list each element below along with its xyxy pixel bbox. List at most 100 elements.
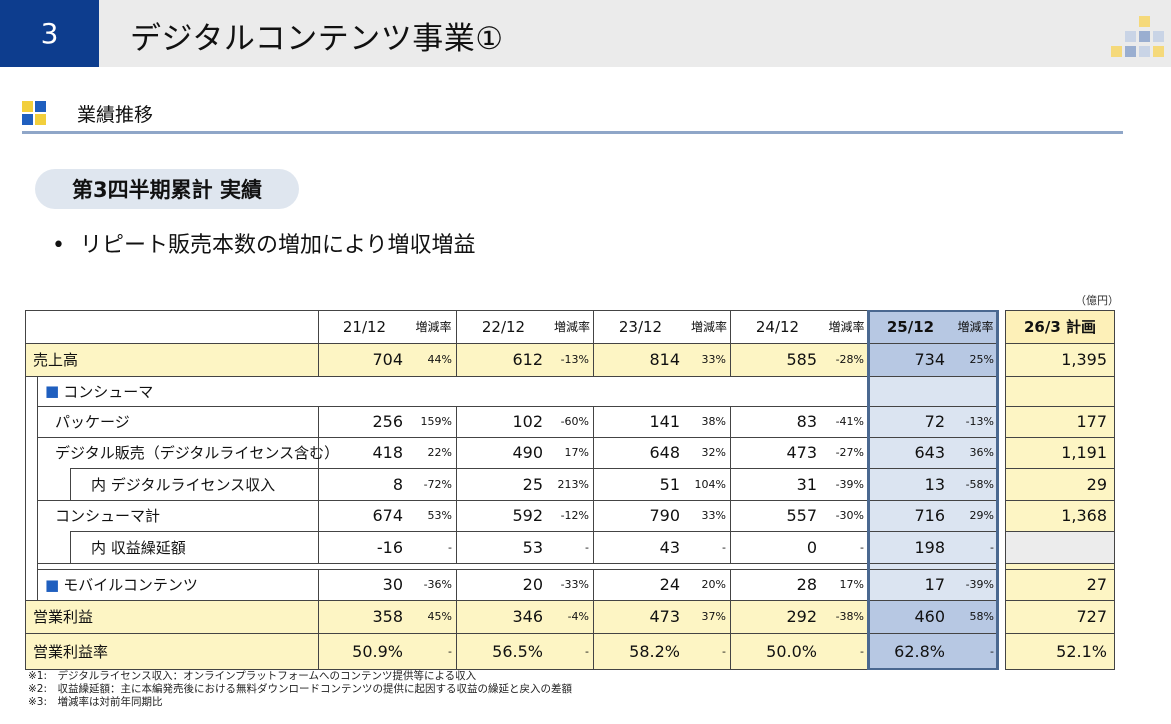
cell-package-21-12-rate: 159% (420, 415, 452, 428)
cell-deferred-revenue-25-12: 198 (914, 537, 945, 557)
row-label-digital-sales: デジタル販売（デジタルライセンス含む） (55, 444, 340, 462)
cell-operating-margin-21-12-rate: - (448, 645, 452, 658)
cell-package-23-12-rate: 38% (701, 415, 726, 428)
cell-mobile-content-24-12: 28 (796, 575, 817, 594)
cell-digital-sales-23-12: 648 (649, 443, 680, 462)
footnote-3: ※3: 増減率は対前年同期比 (28, 696, 163, 708)
cell-operating-margin-24-12-rate: - (860, 645, 864, 658)
cell-net-sales-22-12: 612 (512, 350, 543, 369)
cell-deferred-revenue-22-12: 53 (522, 537, 543, 557)
cell-digital-sales-25-12-rate: 36% (969, 446, 994, 459)
cell-consumer-total-24-12: 557 (786, 506, 817, 525)
cell-digital-license-24-12-rate: -39% (835, 477, 864, 491)
footnote-1: ※1: デジタルライセンス収入：オンラインプラットフォームへのコンテンツ提供等に… (28, 670, 477, 682)
cell-net-sales-24-12-rate: -28% (835, 353, 864, 366)
row-label-deferred-revenue: 内 収益繰延額 (91, 538, 186, 557)
col-header-25-12-rate: 増減率 (957, 320, 994, 334)
row-label-consumer: ■ コンシューマ (45, 382, 154, 401)
cell-consumer-total-21-12-rate: 53% (427, 509, 452, 522)
cell-package-22-12: 102 (512, 412, 543, 431)
cell-consumer-total-26-3-plan: 1,368 (1061, 506, 1107, 525)
cell-operating-income-24-12: 292 (786, 607, 817, 626)
col-header-23-12-rate: 増減率 (690, 320, 727, 334)
cell-deferred-revenue-25-12-rate: - (990, 540, 994, 554)
cell-digital-sales-25-12: 643 (914, 443, 945, 462)
cell-digital-sales-24-12: 473 (786, 443, 817, 462)
summary-bullet: • リピート販売本数の増加により増収増益 (52, 227, 476, 259)
footnotes: ※1: デジタルライセンス収入：オンラインプラットフォームへのコンテンツ提供等に… (28, 670, 572, 709)
cell-package-22-12-rate: -60% (560, 415, 589, 428)
cell-mobile-content-23-12-rate: 20% (701, 578, 726, 591)
cell-digital-license-24-12: 31 (796, 474, 817, 494)
cell-deferred-revenue-26-3-plan (1005, 531, 1115, 563)
cell-operating-margin-25-12-rate: - (990, 645, 994, 658)
cell-package-23-12: 141 (649, 412, 680, 431)
cell-deferred-revenue-21-12: -16 (376, 537, 403, 557)
cell-digital-license-21-12: 8 (392, 474, 403, 494)
section-divider (22, 131, 1123, 134)
cell-digital-license-22-12: 25 (522, 474, 543, 494)
section-squares-icon (22, 101, 46, 125)
cell-operating-margin-24-12: 50.0% (766, 642, 817, 661)
summary-text: リピート販売本数の増加により増収増益 (80, 233, 476, 258)
col-header-26-3-plan: 26/3 計画 (1023, 318, 1096, 336)
cell-net-sales-26-3-plan: 1,395 (1061, 350, 1107, 369)
row-label-operating-margin: 営業利益率 (33, 643, 109, 661)
cell-operating-income-24-12-rate: -38% (835, 610, 864, 623)
cell-mobile-content-25-12: 17 (924, 575, 945, 594)
cell-net-sales-24-12: 585 (786, 350, 817, 369)
footnote-2: ※2: 収益繰延額：主に本編発売後における無料ダウンロードコンテンツの提供に起因… (28, 683, 573, 695)
cell-net-sales-22-12-rate: -13% (560, 353, 589, 366)
col-header-23-12: 23/12 (618, 317, 663, 336)
row-label-package: パッケージ (55, 413, 130, 431)
cell-mobile-content-26-3-plan: 27 (1086, 575, 1107, 594)
row-label-net-sales: 売上高 (33, 351, 79, 369)
cell-operating-margin-22-12-rate: - (585, 645, 589, 658)
cell-mobile-content-23-12: 24 (659, 575, 680, 594)
cell-consumer-total-22-12-rate: -12% (560, 509, 589, 522)
cell-digital-license-25-12-rate: -58% (965, 477, 994, 491)
cell-net-sales-21-12: 704 (372, 350, 403, 369)
row-label-consumer-total: コンシューマ計 (55, 507, 161, 525)
cell-net-sales-23-12-rate: 33% (701, 353, 726, 366)
cell-net-sales-25-12: 734 (914, 350, 945, 369)
cell-mobile-content-22-12-rate: -33% (560, 578, 589, 591)
cell-consumer-total-25-12: 716 (914, 506, 945, 525)
cell-consumer-total-25-12-rate: 29% (969, 509, 994, 522)
unit-label: （億円） (1075, 294, 1119, 307)
cell-package-25-12: 72 (924, 412, 945, 431)
cell-digital-sales-21-12-rate: 22% (427, 446, 452, 459)
cell-operating-income-26-3-plan: 727 (1076, 607, 1107, 626)
cell-digital-sales-26-3-plan: 1,191 (1061, 443, 1107, 462)
cell-deferred-revenue-23-12: 43 (659, 537, 680, 557)
cell-digital-license-21-12-rate: -72% (423, 477, 452, 491)
col-header-25-12: 25/12 (886, 317, 935, 336)
col-header-22-12: 22/12 (481, 317, 526, 336)
cell-digital-sales-22-12: 490 (512, 443, 543, 462)
cell-digital-license-25-12: 13 (924, 474, 945, 494)
cell-net-sales-21-12-rate: 44% (427, 353, 452, 366)
cell-operating-margin-25-12: 62.8% (894, 642, 945, 661)
accent-square-icon: ■ (45, 382, 60, 400)
cell-mobile-content-21-12: 30 (382, 575, 403, 594)
cell-mobile-content-24-12-rate: 17% (839, 578, 864, 591)
cell-operating-income-22-12: 346 (512, 607, 543, 626)
cell-mobile-content-22-12: 20 (522, 575, 543, 594)
cell-operating-income-21-12: 358 (372, 607, 403, 626)
results-table-grid (25, 310, 1115, 670)
cell-operating-income-23-12: 473 (649, 607, 680, 626)
section-title: 業績推移 (77, 104, 154, 126)
cell-operating-income-25-12-rate: 58% (969, 610, 994, 623)
cell-operating-margin-23-12: 58.2% (629, 642, 680, 661)
cell-operating-margin-26-3-plan: 52.1% (1056, 642, 1107, 661)
cell-consumer-total-23-12: 790 (649, 506, 680, 525)
cell-mobile-content-21-12-rate: -36% (423, 578, 452, 591)
cell-digital-sales-22-12-rate: 17% (564, 446, 589, 459)
cell-package-26-3-plan: 177 (1076, 412, 1107, 431)
cell-operating-income-22-12-rate: -4% (567, 610, 589, 623)
cell-operating-margin-23-12-rate: - (722, 645, 726, 658)
header-bar: 3 デジタルコンテンツ事業① (0, 0, 1171, 67)
row-label-digital-license: 内 デジタルライセンス収入 (91, 475, 276, 494)
cell-operating-margin-22-12: 56.5% (492, 642, 543, 661)
cell-deferred-revenue-24-12-rate: - (860, 540, 864, 554)
